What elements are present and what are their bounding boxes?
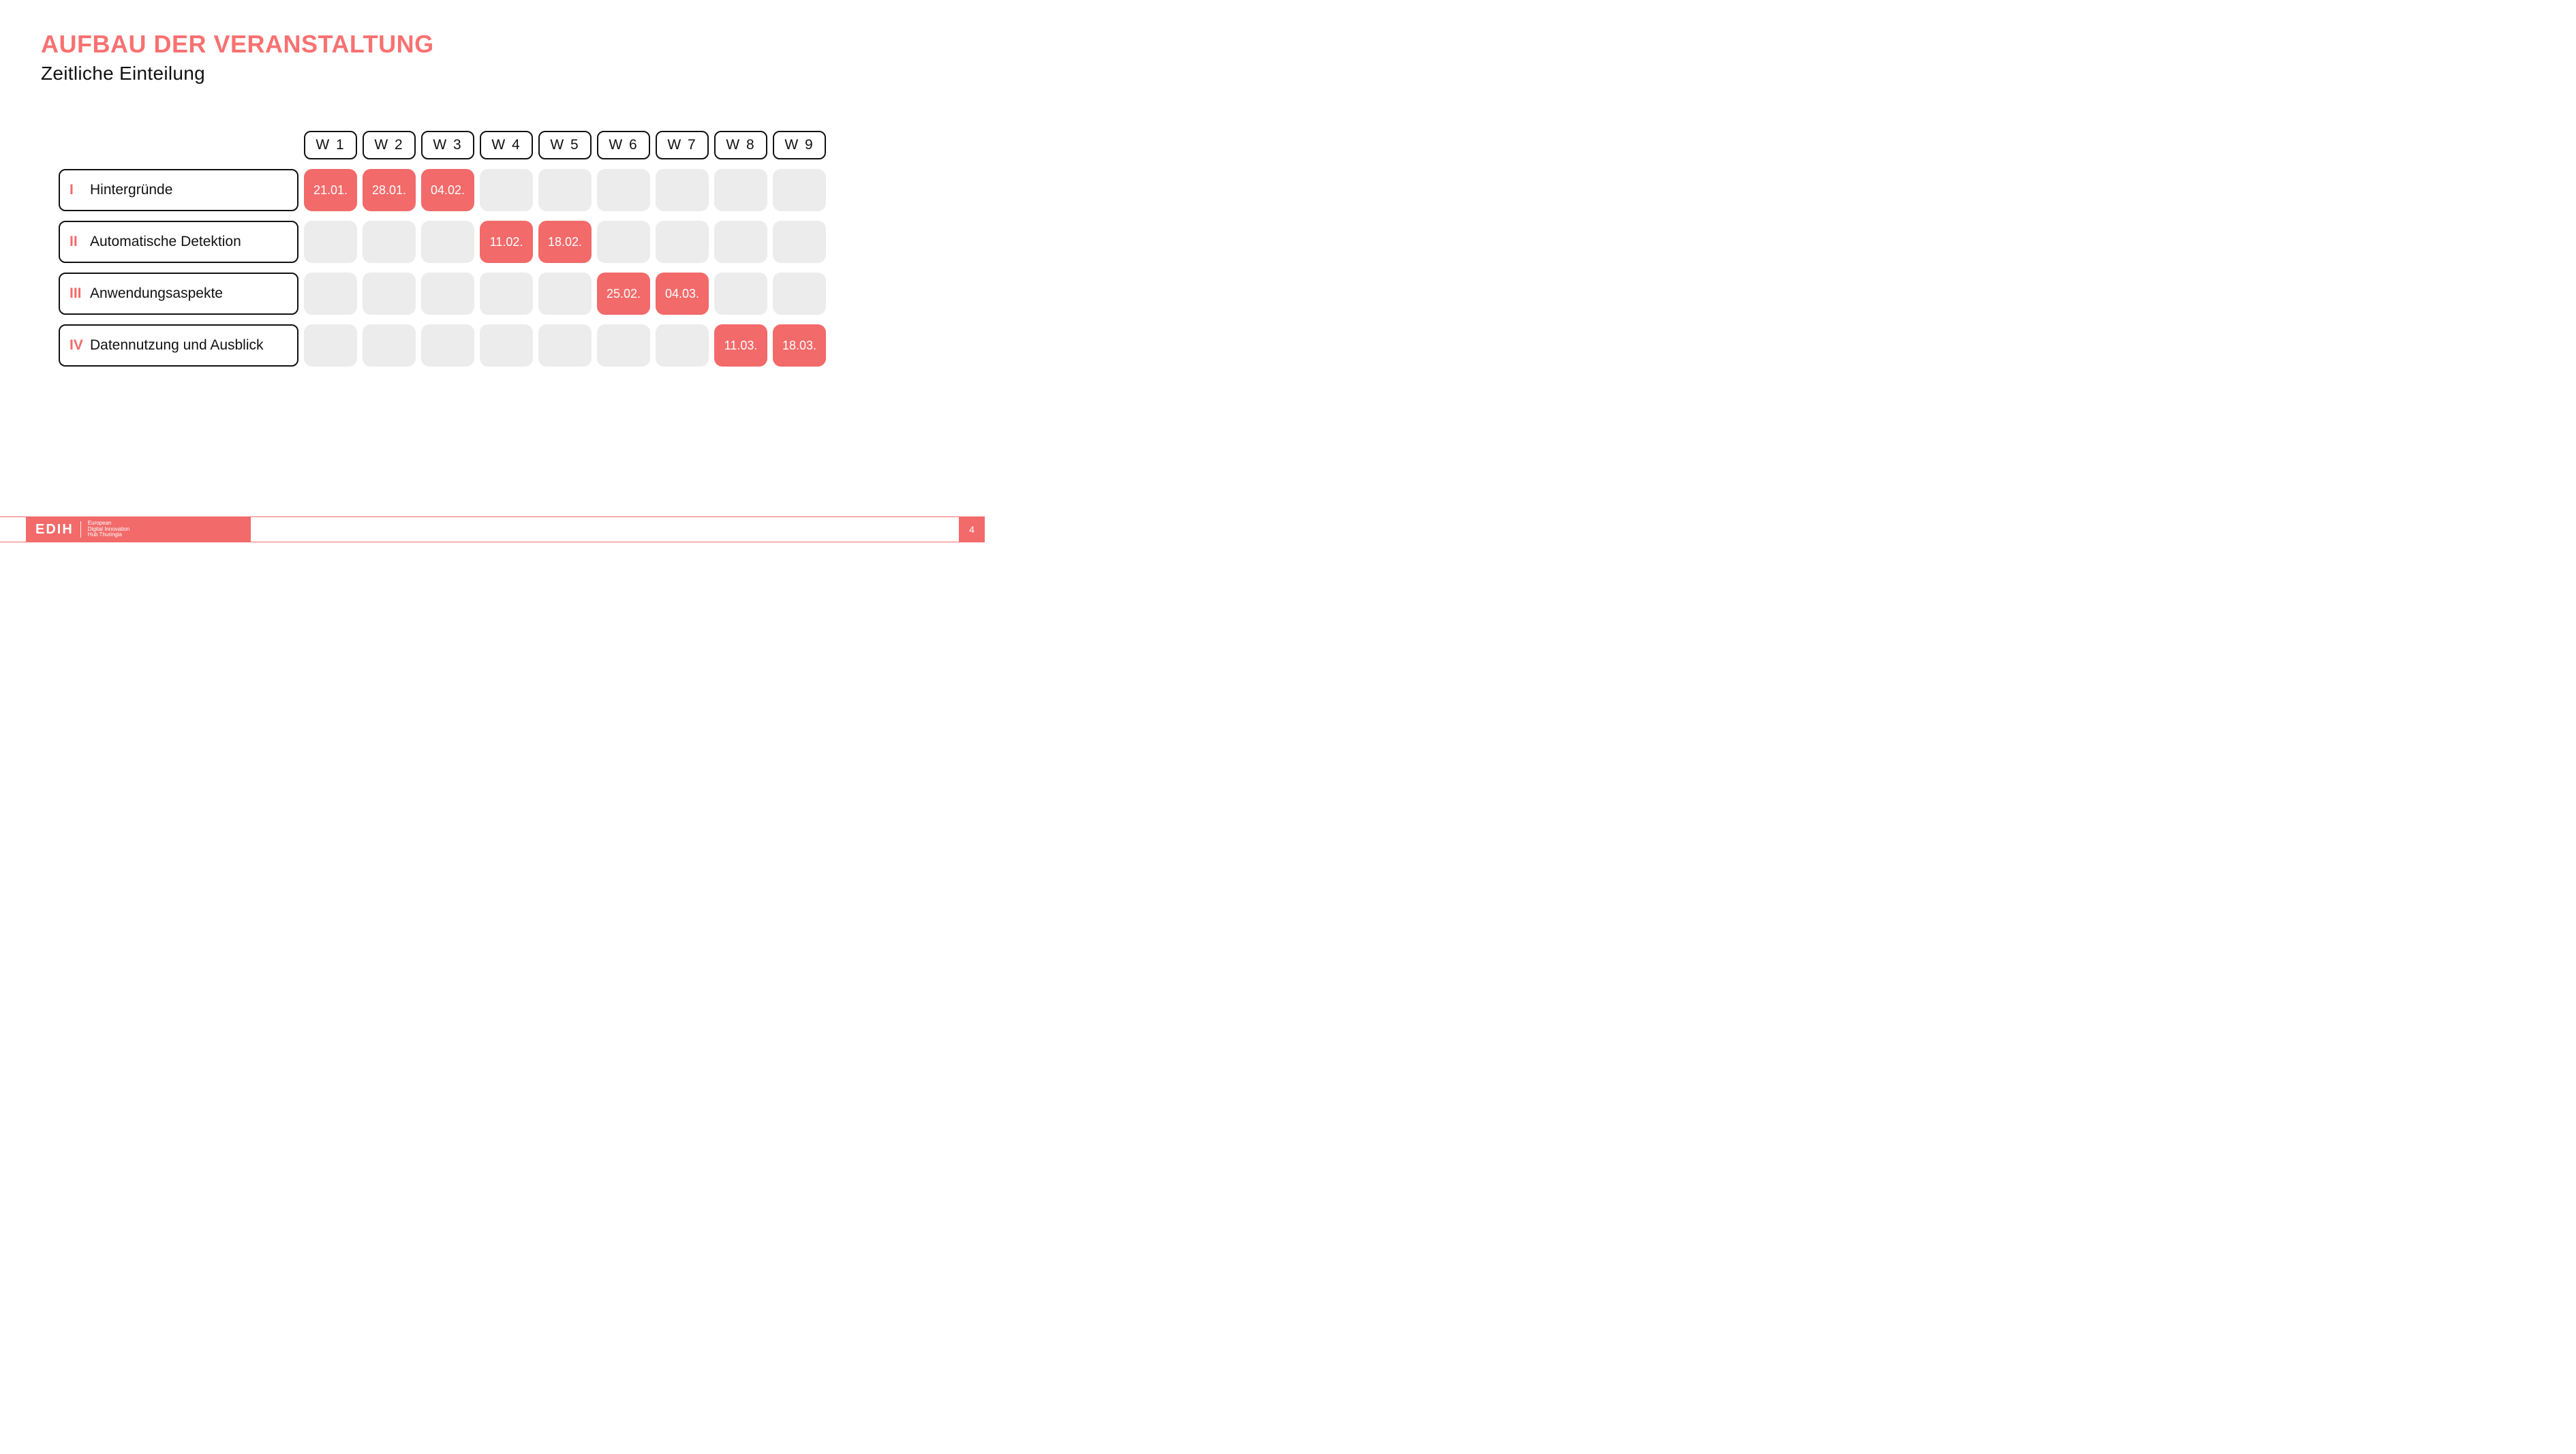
week-header: W 8 <box>714 131 767 159</box>
logo-line2: Digital Innovation <box>88 526 129 532</box>
date-cell: 25.02. <box>597 273 650 315</box>
week-header: W 5 <box>538 131 592 159</box>
row-roman: II <box>70 234 90 250</box>
slide: AUFBAU DER VERANSTALTUNG Zeitliche Einte… <box>0 0 985 556</box>
logo-line1: European <box>88 520 112 526</box>
schedule-grid: W 1W 2W 3W 4W 5W 6W 7W 8W 9 IHintergründ… <box>53 121 831 376</box>
week-header: W 1 <box>304 131 357 159</box>
empty-cell <box>480 169 533 211</box>
row-roman: I <box>70 182 90 198</box>
schedule-row: IIAutomatische Detektion 11.02.18.02. <box>59 221 826 263</box>
row-header: IHintergründe <box>59 169 298 211</box>
empty-cell <box>421 221 474 263</box>
footer: EDIH European Digital Innovation Hub Thu… <box>0 516 985 542</box>
corner-cell <box>59 131 298 159</box>
schedule-header-row: W 1W 2W 3W 4W 5W 6W 7W 8W 9 <box>59 131 826 159</box>
empty-cell <box>656 324 709 367</box>
empty-cell <box>304 221 357 263</box>
empty-cell <box>421 273 474 315</box>
empty-cell <box>363 324 416 367</box>
logo-text: European Digital Innovation Hub Thuringi… <box>88 521 129 538</box>
empty-cell <box>714 169 767 211</box>
empty-cell <box>480 324 533 367</box>
empty-cell <box>480 273 533 315</box>
row-roman: IV <box>70 337 90 354</box>
empty-cell <box>538 324 592 367</box>
logo-line3: Hub Thuringia <box>88 531 122 538</box>
empty-cell <box>597 324 650 367</box>
date-cell: 18.03. <box>773 324 826 367</box>
empty-cell <box>538 169 592 211</box>
empty-cell <box>597 221 650 263</box>
empty-cell <box>304 324 357 367</box>
row-header: IVDatennutzung und Ausblick <box>59 324 298 367</box>
week-header: W 2 <box>363 131 416 159</box>
slide-subtitle: Zeitliche Einteilung <box>41 63 205 84</box>
date-cell: 21.01. <box>304 169 357 211</box>
empty-cell <box>363 273 416 315</box>
date-cell: 11.03. <box>714 324 767 367</box>
footer-logo: EDIH European Digital Innovation Hub Thu… <box>26 517 251 542</box>
row-label: Automatische Detektion <box>90 234 241 250</box>
row-header: IIIAnwendungsaspekte <box>59 273 298 315</box>
empty-cell <box>714 221 767 263</box>
empty-cell <box>421 324 474 367</box>
schedule-row: IIIAnwendungsaspekte 25.02.04.03. <box>59 273 826 315</box>
logo-separator <box>80 521 81 538</box>
schedule-body: IHintergründe21.01.28.01.04.02.IIAutomat… <box>59 169 826 367</box>
logo-mark: EDIH <box>35 522 74 538</box>
empty-cell <box>773 221 826 263</box>
row-label: Hintergründe <box>90 182 172 198</box>
week-header: W 4 <box>480 131 533 159</box>
slide-title: AUFBAU DER VERANSTALTUNG <box>41 30 434 59</box>
date-cell: 04.03. <box>656 273 709 315</box>
week-header: W 9 <box>773 131 826 159</box>
row-label: Anwendungsaspekte <box>90 285 223 302</box>
empty-cell <box>538 273 592 315</box>
empty-cell <box>714 273 767 315</box>
row-label: Datennutzung und Ausblick <box>90 337 264 354</box>
date-cell: 18.02. <box>538 221 592 263</box>
empty-cell <box>597 169 650 211</box>
schedule-table: W 1W 2W 3W 4W 5W 6W 7W 8W 9 IHintergründ… <box>53 121 831 376</box>
date-cell: 28.01. <box>363 169 416 211</box>
week-header: W 3 <box>421 131 474 159</box>
empty-cell <box>656 169 709 211</box>
week-header: W 6 <box>597 131 650 159</box>
week-header: W 7 <box>656 131 709 159</box>
schedule-row: IVDatennutzung und Ausblick 11.03.18.03. <box>59 324 826 367</box>
empty-cell <box>656 221 709 263</box>
empty-cell <box>773 169 826 211</box>
row-roman: III <box>70 285 90 302</box>
empty-cell <box>304 273 357 315</box>
row-header: IIAutomatische Detektion <box>59 221 298 263</box>
empty-cell <box>773 273 826 315</box>
date-cell: 11.02. <box>480 221 533 263</box>
page-number: 4 <box>959 517 985 542</box>
empty-cell <box>363 221 416 263</box>
date-cell: 04.02. <box>421 169 474 211</box>
schedule-row: IHintergründe21.01.28.01.04.02. <box>59 169 826 211</box>
